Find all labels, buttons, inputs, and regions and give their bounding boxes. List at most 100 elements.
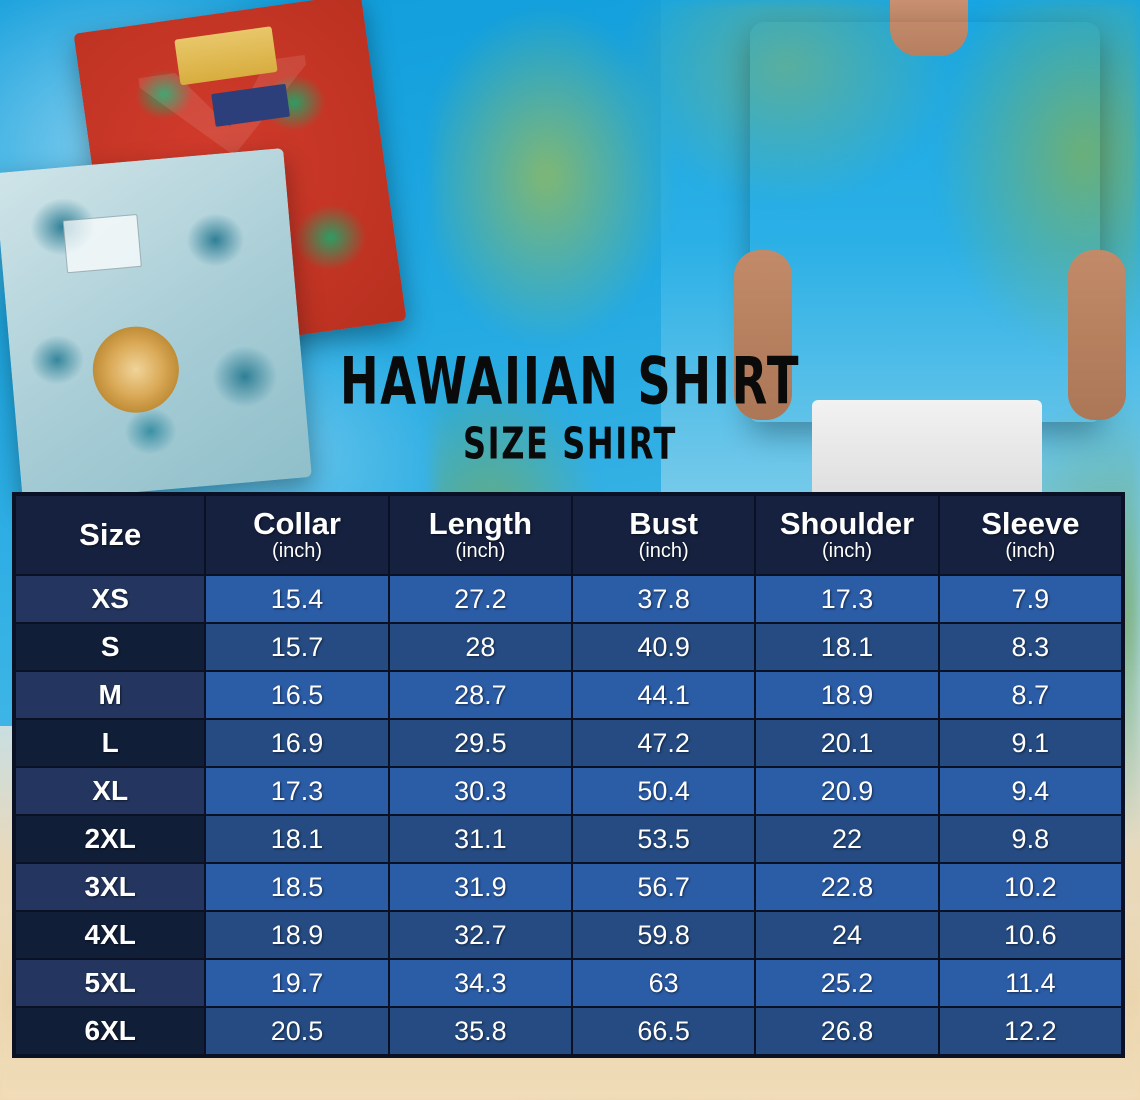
cell-length: 27.2 [387, 574, 574, 624]
table-header: Size Collar (inch) Length (inch) Bust (i… [13, 494, 1124, 576]
cell-length: 29.5 [387, 718, 574, 768]
table-row: 4XL 18.9 32.7 59.8 24 10.6 [13, 910, 1124, 960]
header-unit-collar: (inch) [272, 540, 323, 563]
header-label-size: Size [79, 517, 142, 552]
cell-sleeve: 9.1 [937, 718, 1124, 768]
cell-bust: 53.5 [571, 814, 757, 864]
blue-shirt-pocket [62, 213, 143, 273]
cell-length: 28 [387, 622, 574, 672]
folded-shirts-photo [0, 0, 420, 503]
cell-size: 6XL [13, 1006, 207, 1056]
cell-collar: 17.3 [204, 766, 390, 816]
cell-length: 31.9 [387, 862, 574, 912]
table-row: 6XL 20.5 35.8 66.5 26.8 12.2 [13, 1006, 1124, 1056]
table-body: XS 15.4 27.2 37.8 17.3 7.9 S 15.7 28 40.9 18.1 8.3 M… [13, 574, 1124, 1056]
cell-size: 3XL [13, 862, 207, 912]
cell-length: 35.8 [387, 1006, 574, 1056]
cell-collar: 15.7 [204, 622, 390, 672]
model-flamingo-shirt [750, 22, 1100, 422]
table-row: XL 17.3 30.3 50.4 20.9 9.4 [13, 766, 1124, 816]
cell-sleeve: 8.3 [937, 622, 1124, 672]
cell-sleeve: 11.4 [937, 958, 1124, 1008]
header-label-bust: Bust [629, 505, 699, 541]
red-shirt-brand-label [210, 83, 291, 128]
hibiscus-flower-motif [89, 323, 183, 417]
blue-hawaiian-shirt [0, 147, 312, 503]
header-label-collar: Collar [253, 505, 341, 541]
cell-bust: 47.2 [571, 718, 757, 768]
model-photo [720, 0, 1140, 500]
header-row: Size Collar (inch) Length (inch) Bust (i… [13, 494, 1124, 576]
table-row: L 16.9 29.5 47.2 20.1 9.1 [13, 718, 1124, 768]
cell-bust: 63 [571, 958, 757, 1008]
column-header-sleeve: Sleeve (inch) [937, 494, 1124, 576]
cell-collar: 15.4 [204, 574, 390, 624]
cell-length: 31.1 [387, 814, 574, 864]
model-neck [890, 0, 968, 56]
header-label-sleeve: Sleeve [981, 505, 1080, 541]
table-row: 3XL 18.5 31.9 56.7 22.8 10.2 [13, 862, 1124, 912]
header-unit-sleeve: (inch) [1005, 540, 1056, 563]
cell-shoulder: 26.8 [754, 1006, 940, 1056]
header-unit-length: (inch) [455, 540, 506, 563]
cell-collar: 18.5 [204, 862, 390, 912]
model-left-arm [734, 250, 792, 420]
cell-size: S [13, 622, 207, 672]
size-chart-table: Size Collar (inch) Length (inch) Bust (i… [13, 494, 1124, 1056]
cell-shoulder: 24 [754, 910, 940, 960]
table-row: S 15.7 28 40.9 18.1 8.3 [13, 622, 1124, 672]
cell-shoulder: 22 [754, 814, 940, 864]
table-row: 5XL 19.7 34.3 63 25.2 11.4 [13, 958, 1124, 1008]
cell-sleeve: 7.9 [937, 574, 1124, 624]
cell-size: L [13, 718, 207, 768]
cell-size: 4XL [13, 910, 207, 960]
cell-sleeve: 10.6 [937, 910, 1124, 960]
table-row: M 16.5 28.7 44.1 18.9 8.7 [13, 670, 1124, 720]
size-chart: Size Collar (inch) Length (inch) Bust (i… [12, 492, 1125, 1058]
cell-collar: 18.9 [204, 910, 390, 960]
column-header-bust: Bust (inch) [571, 494, 757, 576]
table-row: XS 15.4 27.2 37.8 17.3 7.9 [13, 574, 1124, 624]
cell-length: 32.7 [387, 910, 574, 960]
cell-sleeve: 10.2 [937, 862, 1124, 912]
cell-bust: 37.8 [571, 574, 757, 624]
column-header-collar: Collar (inch) [204, 494, 390, 576]
cell-collar: 20.5 [204, 1006, 390, 1056]
cell-bust: 56.7 [571, 862, 757, 912]
cell-collar: 19.7 [204, 958, 390, 1008]
cell-shoulder: 20.1 [754, 718, 940, 768]
model-white-pants [812, 400, 1042, 500]
cell-shoulder: 18.9 [754, 670, 940, 720]
cell-shoulder: 17.3 [754, 574, 940, 624]
model-right-arm [1068, 250, 1126, 420]
cell-size: 5XL [13, 958, 207, 1008]
header-unit-shoulder: (inch) [821, 540, 872, 563]
cell-size: XS [13, 574, 207, 624]
cell-sleeve: 9.4 [937, 766, 1124, 816]
cell-length: 28.7 [387, 670, 574, 720]
column-header-shoulder: Shoulder (inch) [754, 494, 940, 576]
cell-bust: 66.5 [571, 1006, 757, 1056]
cell-shoulder: 20.9 [754, 766, 940, 816]
cell-length: 30.3 [387, 766, 574, 816]
cell-sleeve: 9.8 [937, 814, 1124, 864]
cell-collar: 16.5 [204, 670, 390, 720]
cell-bust: 44.1 [571, 670, 757, 720]
table-row: 2XL 18.1 31.1 53.5 22 9.8 [13, 814, 1124, 864]
column-header-length: Length (inch) [387, 494, 574, 576]
header-label-length: Length [428, 505, 533, 541]
cell-sleeve: 8.7 [937, 670, 1124, 720]
header-unit-bust: (inch) [638, 540, 689, 563]
cell-shoulder: 18.1 [754, 622, 940, 672]
cell-sleeve: 12.2 [937, 1006, 1124, 1056]
column-header-size: Size [13, 494, 207, 576]
cell-bust: 50.4 [571, 766, 757, 816]
cell-bust: 40.9 [571, 622, 757, 672]
cell-length: 34.3 [387, 958, 574, 1008]
cell-bust: 59.8 [571, 910, 757, 960]
cell-size: M [13, 670, 207, 720]
cell-size: 2XL [13, 814, 207, 864]
cell-shoulder: 22.8 [754, 862, 940, 912]
header-label-shoulder: Shoulder [779, 505, 915, 541]
cell-size: XL [13, 766, 207, 816]
